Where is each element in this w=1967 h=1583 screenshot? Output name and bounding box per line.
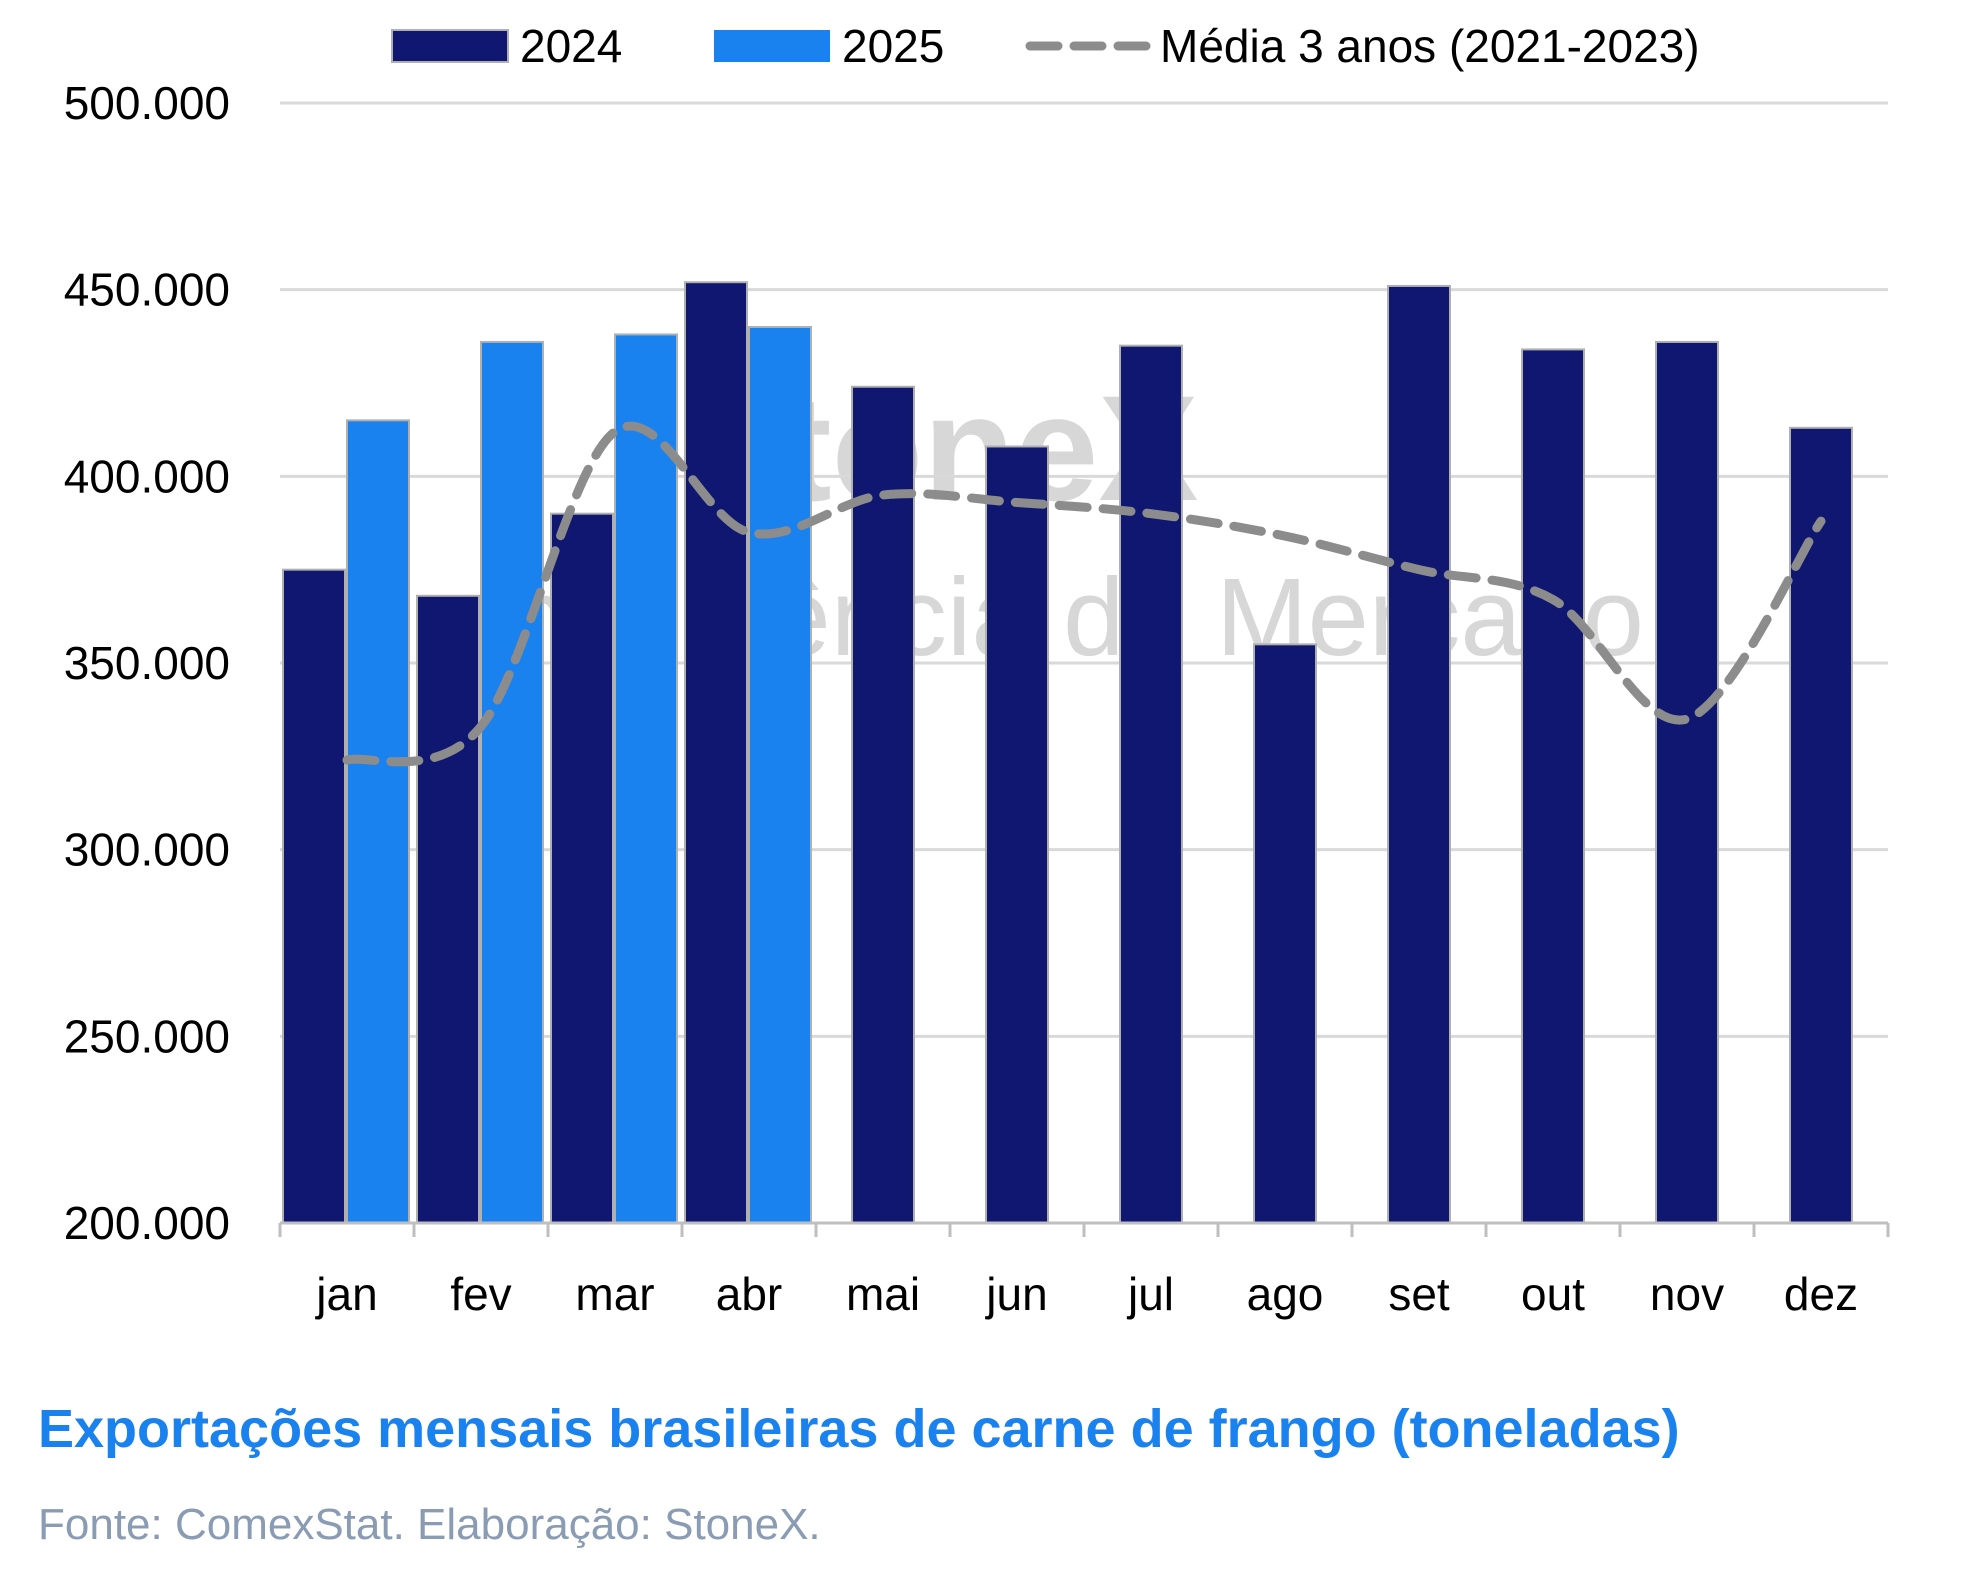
x-axis: jan fev mar abr mai jun jul ago set out nov dez: [278, 1221, 1890, 1320]
y-tick-label: 400.000: [64, 450, 230, 502]
x-tick-label: nov: [1650, 1268, 1724, 1320]
x-tick-label: mai: [846, 1268, 920, 1320]
y-tick-label: 450.000: [64, 264, 230, 316]
legend-label-average: Média 3 anos (2021-2023): [1160, 20, 1700, 72]
y-tick-label: 350.000: [64, 637, 230, 689]
y-axis: 200.000 250.000 300.000 350.000 400.000 450.0…: [64, 77, 230, 1249]
x-tick-label: mar: [575, 1268, 654, 1320]
x-tick-label: abr: [716, 1268, 782, 1320]
x-tick-label: ago: [1247, 1268, 1324, 1320]
y-tick-label: 500.000: [64, 77, 230, 129]
legend-swatch-2024: [391, 29, 509, 63]
y-tick-label: 250.000: [64, 1010, 230, 1062]
bar-2024-jul: [1119, 344, 1183, 1224]
y-tick-label: 200.000: [64, 1197, 230, 1249]
bar-2024-dez: [1789, 426, 1853, 1224]
y-tick-label: 300.000: [64, 824, 230, 876]
bar-2024-nov: [1655, 340, 1719, 1224]
x-tick-label: jan: [314, 1268, 377, 1320]
bar-2025-fev: [480, 340, 544, 1224]
chart-title: Exportações mensais brasileiras de carne…: [38, 1399, 1680, 1459]
legend-swatch-2025: [714, 30, 830, 62]
gridlines: [280, 101, 1888, 1038]
x-tick-label: dez: [1784, 1268, 1858, 1320]
bar-2024-mai: [851, 385, 915, 1224]
bar-2024-fev: [416, 594, 480, 1224]
bar-2024-jan: [282, 568, 346, 1224]
x-tick-label: jun: [984, 1268, 1047, 1320]
legend-label-2024: 2024: [520, 20, 622, 72]
chart-source: Fonte: ComexStat. Elaboração: StoneX.: [38, 1500, 821, 1549]
bar-2025-mar: [614, 333, 678, 1224]
x-tick-label: out: [1521, 1268, 1585, 1320]
bar-2025-abr: [748, 326, 812, 1224]
bar-2024-out: [1521, 348, 1585, 1224]
average-line-path: [342, 421, 1826, 767]
bar-2024-jun: [985, 445, 1049, 1224]
bar-2024-set: [1387, 284, 1451, 1224]
x-tick-label: fev: [450, 1268, 511, 1320]
x-tick-label: set: [1388, 1268, 1450, 1320]
x-tick-label: jul: [1126, 1268, 1174, 1320]
bars: [282, 281, 1853, 1225]
legend-label-2025: 2025: [842, 20, 944, 72]
bar-2024-mar: [550, 512, 614, 1224]
legend: 2024 2025 Média 3 anos (2021-2023): [391, 20, 1700, 72]
bar-2024-ago: [1253, 643, 1317, 1224]
bar-2024-abr: [684, 281, 748, 1224]
average-line: [342, 421, 1826, 767]
bar-2025-jan: [346, 419, 410, 1225]
